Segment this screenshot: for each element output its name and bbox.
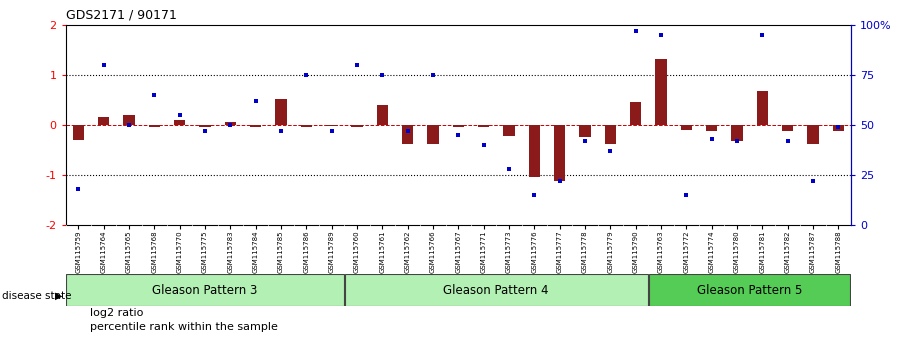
Bar: [478, 125, 489, 127]
Bar: [554, 125, 565, 181]
Bar: [376, 105, 388, 125]
Bar: [123, 115, 135, 125]
Bar: [352, 125, 363, 127]
FancyBboxPatch shape: [67, 274, 343, 306]
Bar: [630, 102, 641, 125]
Bar: [148, 125, 160, 127]
Bar: [275, 99, 287, 125]
Bar: [579, 125, 590, 137]
Bar: [453, 125, 464, 127]
Text: percentile rank within the sample: percentile rank within the sample: [90, 322, 278, 332]
FancyBboxPatch shape: [649, 274, 850, 306]
Text: GDS2171 / 90171: GDS2171 / 90171: [66, 9, 177, 22]
Bar: [807, 125, 819, 144]
Bar: [174, 120, 185, 125]
Bar: [427, 125, 438, 144]
Bar: [301, 125, 312, 127]
Bar: [782, 125, 793, 131]
Bar: [732, 125, 742, 141]
Bar: [833, 125, 844, 131]
Bar: [73, 125, 84, 140]
Bar: [326, 125, 337, 126]
FancyBboxPatch shape: [344, 274, 648, 306]
Bar: [224, 122, 236, 125]
Bar: [503, 125, 515, 136]
Bar: [605, 125, 616, 144]
Text: log2 ratio: log2 ratio: [90, 308, 144, 318]
Text: disease state: disease state: [2, 291, 71, 301]
Bar: [756, 91, 768, 125]
Text: Gleason Pattern 3: Gleason Pattern 3: [152, 284, 258, 297]
Text: Gleason Pattern 5: Gleason Pattern 5: [697, 284, 803, 297]
Bar: [250, 125, 261, 127]
Bar: [655, 59, 667, 125]
Text: Gleason Pattern 4: Gleason Pattern 4: [444, 284, 549, 297]
Bar: [402, 125, 414, 144]
Bar: [528, 125, 540, 177]
Bar: [681, 125, 692, 130]
Text: ▶: ▶: [55, 291, 62, 301]
Bar: [97, 117, 109, 125]
Bar: [706, 125, 717, 131]
Bar: [200, 125, 210, 127]
